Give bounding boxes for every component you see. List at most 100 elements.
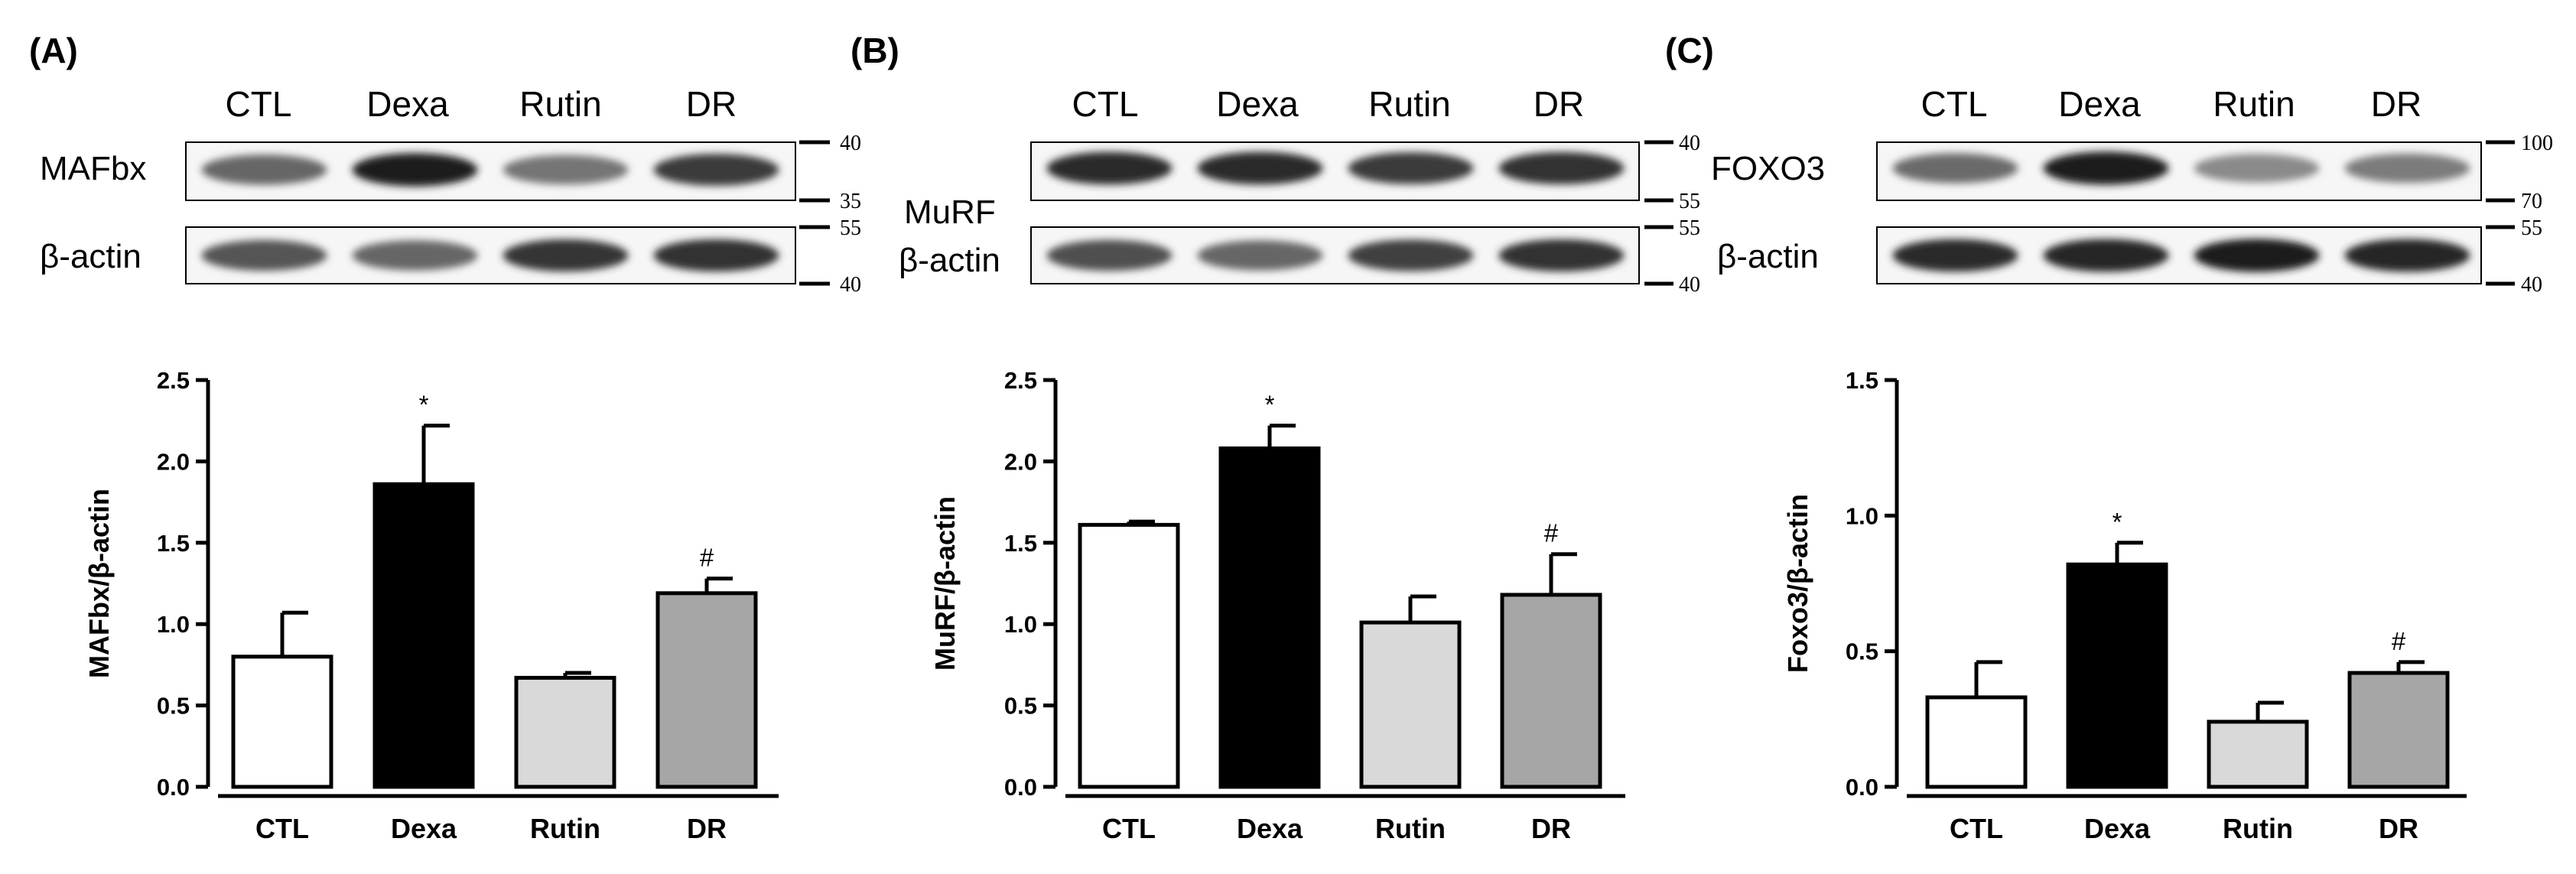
lane-label: CTL — [1072, 84, 1139, 124]
y-tick-label: 1.5 — [1846, 367, 1878, 394]
blot-band — [2344, 153, 2470, 184]
bar-chart-murf: 0.0 0.5 1.0 1.5 2.0 2.5 MuRF/β-actin CTL * Dexa Ru… — [929, 367, 1625, 844]
mw-marker: 55 — [1679, 190, 1700, 213]
mw-marker: 40 — [1679, 132, 1700, 155]
panel-label: (B) — [851, 31, 899, 70]
blot-band — [201, 154, 327, 185]
mw-marker: 55 — [1679, 216, 1700, 240]
blot-band — [503, 154, 629, 185]
blot-row-beta-actin: β-actin 55 40 — [1717, 216, 2542, 297]
blot-row-label: β-actin — [40, 238, 141, 275]
lane-label: Rutin — [1368, 84, 1450, 124]
x-tick-label: DR — [2379, 813, 2418, 844]
bar-chart-foxo3: 0.0 0.5 1.0 1.5 Foxo3/β-actin CTL * Dexa Rutin # D… — [1782, 367, 2467, 844]
blot-band — [1498, 239, 1625, 272]
y-tick-label: 0.5 — [157, 693, 190, 720]
mw-marker: 40 — [840, 132, 861, 155]
x-tick-label: DR — [1531, 813, 1571, 844]
mw-marker: 35 — [840, 190, 861, 213]
blot-row-mafbx: MAFbx 40 35 — [40, 132, 861, 213]
y-axis-label: MAFbx/β-actin — [83, 489, 115, 678]
lane-label: Dexa — [1216, 84, 1299, 124]
blot-band — [2043, 239, 2169, 272]
y-tick-label: 0.0 — [157, 774, 190, 801]
bar-dr — [2347, 671, 2450, 789]
mw-marker: 55 — [840, 216, 861, 240]
blot-bands — [1046, 151, 1625, 185]
blot-row-label: MuRF — [904, 193, 996, 231]
bar-dexa — [372, 482, 475, 789]
lane-label: Rutin — [519, 84, 601, 124]
blot-bands — [201, 153, 779, 187]
significance-marker: * — [1265, 391, 1275, 419]
blot-band — [1197, 151, 1323, 185]
blot-band — [201, 239, 327, 271]
blot-band — [1348, 239, 1474, 271]
y-tick-label: 2.0 — [157, 448, 190, 475]
y-tick-label: 2.5 — [157, 367, 190, 394]
blot-band — [2194, 154, 2320, 183]
blot-row-murf: MuRF 40 55 — [904, 132, 1700, 231]
blot-row-label: FOXO3 — [1711, 150, 1825, 187]
y-tick-label: 1.0 — [157, 611, 190, 638]
x-tick-label: Rutin — [2223, 813, 2293, 844]
bar-chart-mafbx: 0.0 0.5 1.0 1.5 2.0 2.5 MAFbx/β-actin CTL * Dexa R… — [83, 367, 779, 844]
x-tick-label: Rutin — [530, 813, 600, 844]
blot-band — [2194, 239, 2320, 272]
blot-band — [503, 239, 629, 272]
bar-ctl — [1925, 695, 2028, 789]
blot-band — [1046, 151, 1173, 185]
x-tick-label: CTL — [1950, 813, 2003, 844]
significance-marker: * — [2113, 508, 2122, 536]
lane-label: CTL — [226, 84, 292, 124]
blot-bands — [1892, 151, 2470, 185]
blot-row-beta-actin: β-actin 55 40 — [899, 216, 1700, 297]
blot-bands — [1046, 239, 1625, 272]
lane-label: CTL — [1921, 84, 1988, 124]
x-tick-label: CTL — [1102, 813, 1156, 844]
mw-marker: 55 — [2521, 216, 2542, 240]
lane-label: Dexa — [366, 84, 449, 124]
bar-dr — [655, 591, 758, 789]
blot-band — [1197, 240, 1323, 271]
blot-band — [2043, 151, 2169, 185]
bar-dexa — [2066, 562, 2168, 789]
blot-row-label: β-actin — [899, 242, 1000, 279]
lane-label: Rutin — [2213, 84, 2295, 124]
panel-a: (A) CTL Dexa Rutin DR MAFbx 40 35 β-acti… — [29, 31, 861, 297]
y-tick-label: 1.0 — [1004, 611, 1037, 638]
x-tick-label: Dexa — [1237, 813, 1303, 844]
y-tick-label: 2.5 — [1004, 367, 1037, 394]
significance-marker: # — [700, 544, 714, 572]
x-tick-label: CTL — [255, 813, 309, 844]
lane-label: DR — [1534, 84, 1584, 124]
mw-marker: 100 — [2521, 132, 2553, 155]
blot-row-beta-actin: β-actin 55 40 — [40, 216, 861, 297]
blot-band — [1892, 153, 2018, 184]
bar-rutin — [514, 675, 616, 789]
blot-bands — [201, 239, 779, 272]
x-tick-label: Dexa — [2084, 813, 2151, 844]
x-tick-label: DR — [687, 813, 727, 844]
bar-rutin — [2207, 720, 2309, 789]
panel-c: (C) CTL Dexa Rutin DR FOXO3 100 70 β-act… — [1665, 31, 2553, 297]
panel-label: (A) — [29, 31, 78, 70]
y-axis-label: MuRF/β-actin — [929, 496, 961, 671]
y-tick-label: 1.5 — [1004, 530, 1037, 557]
y-tick-label: 0.0 — [1004, 774, 1037, 801]
blot-row-label: β-actin — [1717, 238, 1819, 275]
blot-band — [1348, 152, 1474, 184]
panel-b: (B) CTL Dexa Rutin DR MuRF 40 55 β-actin… — [851, 31, 1700, 297]
blot-band — [2344, 239, 2470, 272]
y-tick-label: 2.0 — [1004, 448, 1037, 475]
y-tick-label: 1.5 — [157, 530, 190, 557]
significance-marker: # — [1544, 519, 1559, 547]
bar-rutin — [1359, 620, 1462, 789]
significance-marker: * — [419, 391, 429, 419]
blot-band — [352, 153, 478, 187]
x-tick-label: Rutin — [1375, 813, 1446, 844]
mw-marker: 70 — [2521, 190, 2542, 213]
blot-row-foxo3: FOXO3 100 70 — [1711, 132, 2553, 213]
panel-label: (C) — [1665, 31, 1714, 70]
